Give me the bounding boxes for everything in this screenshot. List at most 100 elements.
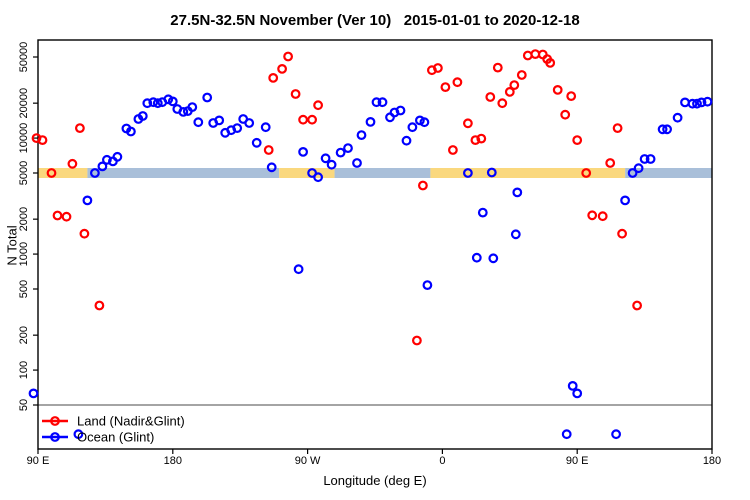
surface-band-ocean [87, 168, 280, 178]
data-point-ocean [244, 118, 255, 128]
data-point-ocean [657, 124, 668, 135]
data-point-ocean [266, 162, 277, 173]
legend-marker [50, 432, 60, 442]
data-point-ocean [620, 195, 630, 206]
data-point-land [470, 135, 481, 146]
data-point-ocean [377, 97, 388, 108]
data-point-land [61, 211, 72, 222]
data-point-ocean [407, 122, 418, 133]
y-axis-title: N Total [4, 225, 20, 266]
data-point-ocean [28, 388, 39, 399]
data-point-ocean [512, 187, 523, 198]
data-point-ocean [167, 96, 178, 107]
data-point-land [412, 335, 422, 346]
data-point-ocean [365, 116, 376, 127]
legend-label: Ocean (Glint) [77, 430, 154, 445]
data-point-land [79, 228, 90, 239]
y-tick-label: 50000 [18, 42, 30, 73]
data-point-land [52, 210, 63, 221]
data-point-ocean [313, 172, 324, 183]
x-axis-title: Longitude (deg E) [323, 473, 427, 488]
data-point-ocean [148, 97, 159, 108]
x-tick-label: 180 [703, 455, 721, 467]
data-point-ocean [137, 111, 148, 121]
data-point-ocean [202, 92, 213, 103]
data-point-ocean [488, 253, 499, 264]
data-point-ocean [639, 154, 650, 164]
data-point-land [516, 70, 527, 80]
data-point-land [418, 180, 428, 191]
data-point-ocean [627, 168, 638, 178]
surface-band-land [38, 168, 88, 178]
data-point-ocean [422, 280, 433, 291]
data-point-land [313, 100, 324, 111]
y-tick-label: 2000 [18, 207, 30, 231]
data-point-ocean [633, 163, 644, 174]
x-tick-label: 180 [164, 455, 182, 467]
data-point-ocean [89, 168, 100, 178]
data-point-ocean [687, 98, 698, 109]
surface-band-land [279, 168, 335, 178]
data-point-land [492, 62, 503, 73]
data-point-land [74, 123, 85, 134]
y-tick-label: 50 [18, 399, 30, 411]
y-tick-label: 20000 [18, 88, 30, 119]
data-point-land [545, 58, 556, 68]
data-point-ocean [680, 97, 690, 108]
data-point-ocean [326, 159, 337, 170]
surface-band-ocean [334, 168, 431, 178]
y-tick-label: 5000 [18, 161, 30, 185]
data-point-ocean [320, 153, 331, 164]
data-point-ocean [352, 158, 362, 168]
data-point-land [67, 158, 78, 169]
data-point-land [566, 91, 577, 101]
x-tick-label: 90 E [27, 455, 50, 467]
data-point-ocean [251, 137, 262, 148]
data-point-ocean [486, 167, 497, 178]
data-point-land [504, 86, 515, 97]
data-point-ocean [125, 126, 136, 137]
data-point-land [277, 63, 288, 74]
data-point-ocean [73, 429, 84, 440]
data-point-land [298, 114, 309, 125]
data-point-ocean [356, 130, 367, 141]
legend-label: Land (Nadir&Glint) [77, 414, 185, 429]
data-point-land [485, 92, 496, 102]
y-tick-label: 200 [18, 326, 30, 344]
x-tick-label: 90 W [295, 455, 321, 467]
data-point-ocean [193, 117, 204, 128]
data-point-land [307, 114, 318, 125]
data-point-land [560, 109, 571, 120]
data-point-ocean [97, 161, 108, 172]
y-tick-label: 500 [18, 280, 30, 298]
data-point-land [552, 84, 563, 95]
data-point-ocean [395, 105, 406, 116]
data-point-ocean [112, 151, 123, 162]
data-point-land [263, 145, 274, 155]
data-point-land [94, 300, 105, 311]
data-point-ocean [260, 122, 271, 133]
y-tick-label: 10000 [18, 123, 30, 154]
data-point-land [612, 123, 623, 134]
data-point-ocean [510, 229, 521, 240]
data-point-land [581, 168, 592, 178]
data-point-land [440, 82, 451, 92]
data-point-ocean [343, 143, 353, 154]
data-point-land [448, 145, 458, 155]
surface-band-land [430, 168, 626, 178]
y-tick-label: 100 [18, 361, 30, 379]
data-point-land [587, 210, 598, 221]
data-point-ocean [567, 381, 578, 391]
data-point-ocean [419, 117, 430, 128]
chart-title: 27.5N-32.5N November (Ver 10) 2015-01-01… [170, 12, 580, 29]
data-point-ocean [561, 429, 572, 440]
data-point-ocean [82, 195, 93, 206]
data-point-land [605, 158, 616, 168]
data-point-ocean [415, 115, 425, 126]
data-point-ocean [335, 147, 346, 158]
data-point-ocean [696, 97, 707, 108]
data-point-land [433, 63, 443, 73]
surface-band-ocean [625, 168, 712, 178]
